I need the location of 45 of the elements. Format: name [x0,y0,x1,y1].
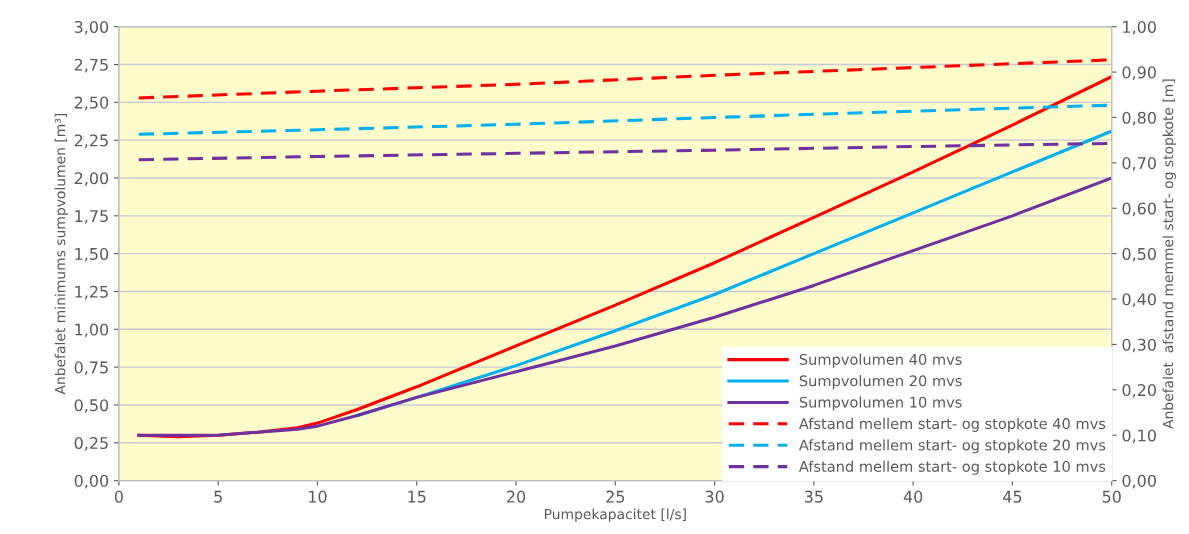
y-tick-label: 2,25 [74,134,108,149]
x-tick-label: 30 [705,490,724,503]
y-tick-label: 1,50 [75,247,109,262]
legend-label: Sumpvolumen 40 mvs [799,353,962,368]
y-tick-label: 1,00 [75,323,109,338]
x-axis-title: Pumpekapacitet [l/s] [544,508,686,522]
y2-tick-label: 0,00 [1122,474,1156,489]
x-tick-label: 40 [903,490,923,503]
y-tick-label: 0,75 [74,361,108,376]
x-tick-label: 25 [606,490,625,503]
y-tick-label: 2,75 [74,58,108,73]
legend-label: Afstand mellem start- og stopkote 40 mvs [798,417,1106,432]
x-tick-label: 45 [1003,490,1022,503]
y2-tick-label: 1,00 [1123,20,1156,35]
x-tick-label: 10 [309,490,327,503]
x-tick-label: 35 [804,490,823,503]
x-tick-label: 20 [507,490,526,503]
y2-tick-label: 0,20 [1122,384,1156,398]
y-tick-label: 1,75 [75,210,108,224]
y2-tick-label: 0,40 [1122,293,1156,307]
x-tick-label: 15 [408,490,426,503]
y2-tick-label: 0,90 [1122,66,1156,81]
y-tick-label: 0,00 [74,474,109,489]
x-tick-label: 0 [114,490,123,503]
y-tick-label: 0,25 [74,436,108,451]
y2-tick-label: 0,30 [1122,338,1156,353]
y2-tick-label: 0,50 [1122,247,1156,262]
y2-axis-title: Anbefalet afstand memmel start- og stopkote [m] [1162,79,1176,429]
y-tick-label: 1,25 [75,285,108,300]
legend-label: Afstand mellem start- og stopkote 20 mvs [798,439,1106,454]
y2-tick-label: 0,70 [1122,157,1156,171]
y-tick-label: 3,00 [74,20,109,35]
y2-tick-label: 0,10 [1122,429,1156,444]
x-tick-label: 5 [214,490,222,503]
y-tick-label: 0,50 [74,399,109,413]
y-tick-label: 2,50 [74,96,109,111]
legend-label: Sumpvolumen 20 mvs [799,375,962,390]
y2-tick-label: 0,80 [1122,111,1156,126]
line-series [137,176,1112,437]
y-tick-label: 2,00 [74,172,109,186]
y-axis-title: Anbefalet minimums sumpvolumen [m³] [54,113,69,395]
y2-tick-label: 0,60 [1122,202,1156,217]
x-tick-label: 50 [1102,490,1121,503]
legend-label: Afstand mellem start- og stopkote 10 mvs [798,460,1106,475]
legend-label: Sumpvolumen 10 mvs [799,396,962,411]
